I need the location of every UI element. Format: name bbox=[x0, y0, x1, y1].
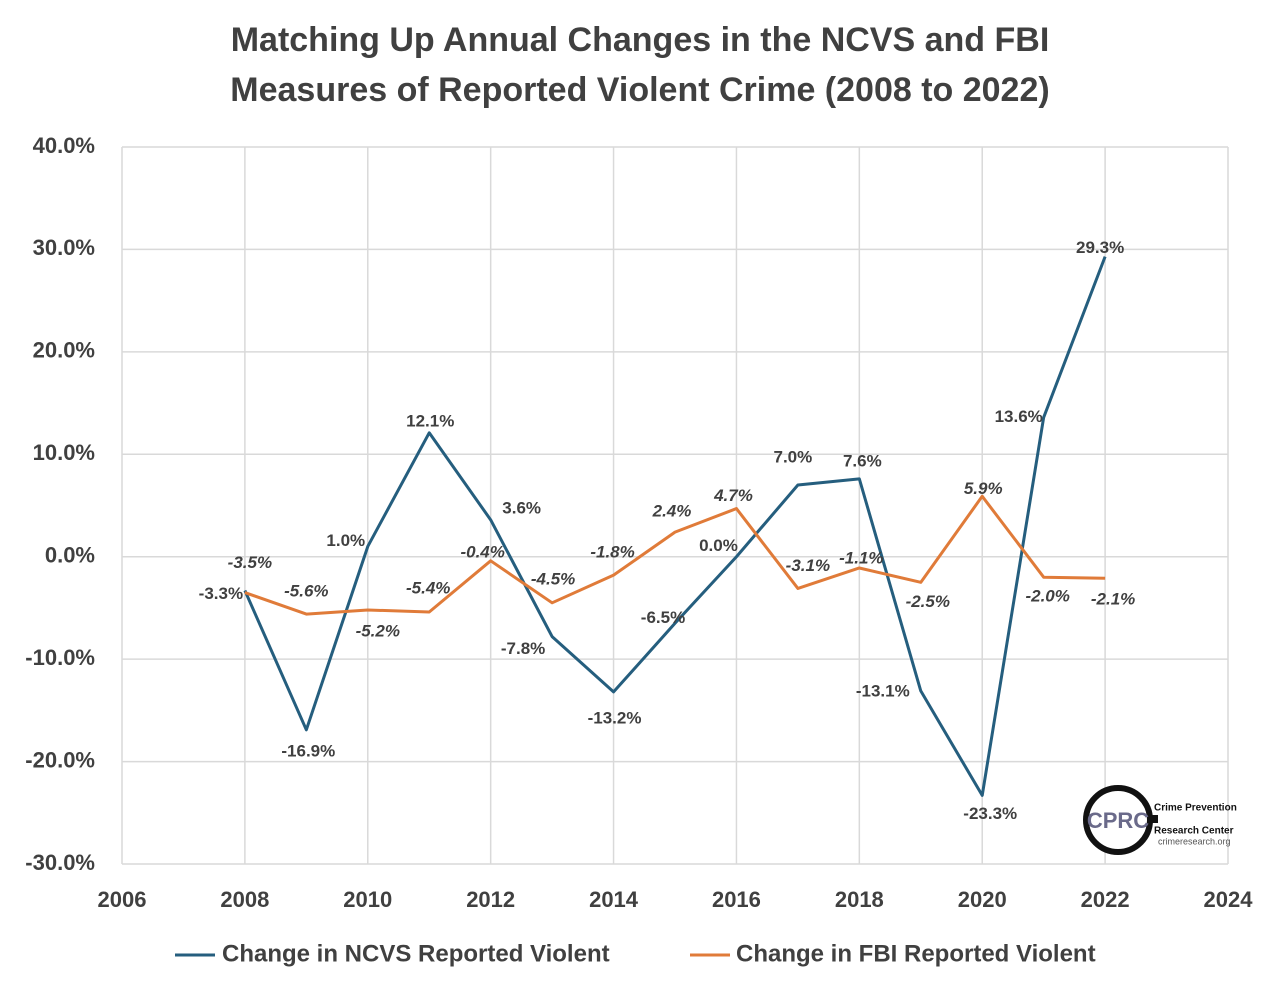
data-label: -1.8% bbox=[590, 543, 634, 562]
data-label: 5.9% bbox=[964, 479, 1003, 498]
logo-text: Crime Prevention bbox=[1154, 803, 1237, 814]
data-label: 2.4% bbox=[652, 502, 692, 521]
data-label: -2.0% bbox=[1025, 587, 1069, 606]
data-label: -13.1% bbox=[856, 681, 910, 700]
x-tick-label: 2008 bbox=[220, 887, 269, 912]
legend-label: Change in FBI Reported Violent bbox=[736, 940, 1096, 967]
x-tick-label: 2020 bbox=[958, 887, 1007, 912]
data-label: -4.5% bbox=[531, 569, 575, 588]
y-tick-label: 20.0% bbox=[33, 338, 95, 363]
data-label: 29.3% bbox=[1076, 238, 1124, 257]
series-line bbox=[243, 256, 1107, 797]
x-tick-label: 2022 bbox=[1081, 887, 1130, 912]
data-label: -23.3% bbox=[963, 804, 1017, 823]
data-label: 3.6% bbox=[502, 498, 541, 517]
data-label: -16.9% bbox=[281, 741, 335, 760]
data-label: 1.0% bbox=[326, 531, 365, 550]
data-label: -13.2% bbox=[588, 708, 642, 727]
data-label: 7.6% bbox=[843, 451, 882, 470]
data-label: -6.5% bbox=[641, 608, 685, 627]
data-label: -2.5% bbox=[906, 592, 950, 611]
data-label: -1.1% bbox=[839, 548, 883, 567]
logo: CPRC Crime Prevention Research Center cr… bbox=[1083, 785, 1237, 855]
x-tick-label: 2006 bbox=[98, 887, 147, 912]
data-label: -5.2% bbox=[356, 621, 400, 640]
data-label: -5.6% bbox=[284, 582, 328, 601]
logo-text: Research Center bbox=[1154, 826, 1234, 837]
y-tick-label: 10.0% bbox=[33, 440, 95, 465]
data-label: 13.6% bbox=[995, 407, 1043, 426]
data-label: 4.7% bbox=[713, 486, 753, 505]
x-tick-label: 2010 bbox=[343, 887, 392, 912]
y-tick-label: -20.0% bbox=[25, 747, 95, 772]
x-tick-label: 2024 bbox=[1204, 887, 1254, 912]
data-label: -3.5% bbox=[228, 553, 272, 572]
data-label: -5.4% bbox=[406, 579, 450, 598]
data-label: -3.3% bbox=[199, 584, 243, 603]
chart-title: Measures of Reported Violent Crime (2008… bbox=[230, 71, 1049, 109]
y-tick-label: 30.0% bbox=[33, 235, 95, 260]
chart-title: Matching Up Annual Changes in the NCVS a… bbox=[231, 21, 1050, 59]
data-label: 12.1% bbox=[406, 411, 454, 430]
data-label: 0.0% bbox=[699, 536, 738, 555]
x-tick-label: 2016 bbox=[712, 887, 761, 912]
y-tick-label: -30.0% bbox=[25, 850, 95, 875]
data-label: -2.1% bbox=[1091, 590, 1135, 609]
series-line bbox=[244, 494, 1106, 616]
y-tick-label: -10.0% bbox=[25, 645, 95, 670]
x-tick-label: 2012 bbox=[466, 887, 515, 912]
legend-label: Change in NCVS Reported Violent bbox=[222, 940, 610, 967]
y-tick-label: 0.0% bbox=[45, 543, 95, 568]
x-tick-label: 2014 bbox=[589, 887, 639, 912]
logo-mark: CPRC bbox=[1087, 808, 1149, 833]
data-label: -0.4% bbox=[460, 542, 504, 561]
data-label: 7.0% bbox=[774, 447, 813, 466]
logo-url: crimeresearch.org bbox=[1158, 836, 1231, 846]
data-label: -7.8% bbox=[501, 639, 545, 658]
logo-handle bbox=[1148, 815, 1158, 823]
y-tick-label: 40.0% bbox=[33, 133, 95, 158]
data-label: -3.1% bbox=[786, 556, 830, 575]
x-tick-label: 2018 bbox=[835, 887, 884, 912]
